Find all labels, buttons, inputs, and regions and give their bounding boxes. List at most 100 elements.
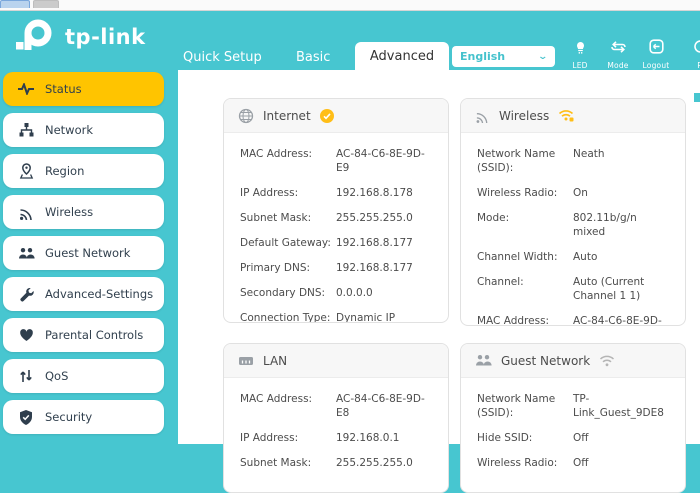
tp-link-logo: tp-link xyxy=(16,18,146,60)
reboot-icon xyxy=(693,39,700,58)
wireless-card-title: Wireless xyxy=(499,109,549,123)
wrench-icon xyxy=(17,285,35,303)
field-label: Connection Type: xyxy=(240,311,336,323)
wireless-card-rows: Network Name (SSID): Neath Wireless Radi… xyxy=(461,133,685,326)
status-row: IP Address: 192.168.8.178 xyxy=(240,186,434,200)
sidebar-item-security[interactable]: Security xyxy=(3,400,164,434)
field-label: IP Address: xyxy=(240,186,336,200)
arrows-up-down-icon xyxy=(17,367,35,385)
sidebar-item-guest-network[interactable]: Guest Network xyxy=(3,236,164,270)
tab-basic[interactable]: Basic xyxy=(296,50,330,65)
main-content-panel: Internet MAC Address: AC-84-C6-8E-9D-E9 … xyxy=(178,70,700,444)
field-value: 192.168.0.1 xyxy=(336,431,434,445)
sidebar-item-qos[interactable]: QoS xyxy=(3,359,164,393)
field-label: Subnet Mask: xyxy=(240,211,336,225)
sidebar-item-label: Parental Controls xyxy=(45,328,143,342)
sidebar-item-parental-controls[interactable]: Parental Controls xyxy=(3,318,164,352)
field-label: Primary DNS: xyxy=(240,261,336,275)
sidebar-item-label: Status xyxy=(45,82,82,96)
sidebar-item-label: Network xyxy=(45,123,93,137)
wifi-secured-icon xyxy=(558,109,574,122)
globe-icon xyxy=(238,108,254,124)
status-row: Default Gateway: 192.168.8.177 xyxy=(240,236,434,250)
wifi-icon xyxy=(475,109,490,123)
status-row: MAC Address: AC-84-C6-8E-9D-E8 xyxy=(240,392,434,420)
led-label: LED xyxy=(572,61,587,70)
status-row: Primary DNS: 192.168.8.177 xyxy=(240,261,434,275)
reboot-button[interactable]: R xyxy=(682,39,700,70)
status-row: Subnet Mask: 255.255.255.0 xyxy=(240,456,434,470)
mode-icon xyxy=(610,39,627,58)
lan-card-header: LAN xyxy=(224,344,448,378)
edge-artifact xyxy=(694,93,700,102)
map-pin-icon xyxy=(17,162,35,180)
wireless-status-card: Wireless Network Name (SSID): Neath Wi xyxy=(460,98,686,326)
field-value: 192.168.8.177 xyxy=(336,261,434,275)
field-value: 192.168.8.178 xyxy=(336,186,434,200)
field-value: 802.11b/g/n mixed xyxy=(573,211,671,239)
internet-card-title: Internet xyxy=(263,109,311,123)
logout-button[interactable]: Logout xyxy=(638,39,674,70)
language-value: English xyxy=(460,50,505,63)
field-value: AC-84-C6-8E-9D-E8 xyxy=(336,392,434,420)
field-value: AC-84-C6-8E-9D-E9 xyxy=(336,147,434,175)
field-value: AC-84-C6-8E-9D-E8 xyxy=(573,314,671,326)
browser-tab-fragment-active[interactable] xyxy=(0,0,30,8)
field-value: Off xyxy=(573,431,671,445)
lan-card-rows: MAC Address: AC-84-C6-8E-9D-E8 IP Addres… xyxy=(224,378,448,470)
sidebar-item-advanced-settings[interactable]: Advanced-Settings xyxy=(3,277,164,311)
shield-check-icon xyxy=(17,408,35,426)
status-row: Wireless Radio: Off xyxy=(477,456,671,470)
guest-network-status-card: Guest Network Network Name (SSID): TP-Li… xyxy=(460,343,686,493)
sidebar-item-label: Wireless xyxy=(45,205,93,219)
internet-card-rows: MAC Address: AC-84-C6-8E-9D-E9 IP Addres… xyxy=(224,133,448,323)
led-icon xyxy=(573,39,588,58)
sidebar-item-wireless[interactable]: Wireless xyxy=(3,195,164,229)
pulse-icon xyxy=(17,80,35,98)
field-value: Dynamic IP xyxy=(336,311,434,323)
internet-status-card: Internet MAC Address: AC-84-C6-8E-9D-E9 … xyxy=(223,98,449,323)
tab-quick-setup[interactable]: Quick Setup xyxy=(183,50,262,65)
field-value: Off xyxy=(573,456,671,470)
lan-status-card: LAN MAC Address: AC-84-C6-8E-9D-E8 IP Ad… xyxy=(223,343,449,493)
led-button[interactable]: LED xyxy=(562,39,598,70)
sidebar-item-status[interactable]: Status xyxy=(3,72,164,106)
heart-icon xyxy=(17,326,35,344)
field-label: Mode: xyxy=(477,211,573,239)
sidebar-item-network[interactable]: Network xyxy=(3,113,164,147)
field-label: IP Address: xyxy=(240,431,336,445)
guest-card-header: Guest Network xyxy=(461,344,685,378)
status-row: Channel Width: Auto xyxy=(477,250,671,264)
browser-edge-strip xyxy=(0,0,700,11)
field-value: 255.255.255.0 xyxy=(336,211,434,225)
tab-advanced[interactable]: Advanced xyxy=(355,42,449,70)
status-row: MAC Address: AC-84-C6-8E-9D-E8 xyxy=(477,314,671,326)
sidebar-item-region[interactable]: Region xyxy=(3,154,164,188)
logout-label: Logout xyxy=(643,61,670,70)
guest-users-icon xyxy=(17,244,35,262)
field-label: Wireless Radio: xyxy=(477,186,573,200)
guest-card-title: Guest Network xyxy=(501,354,590,368)
guest-card-rows: Network Name (SSID): TP-Link_Guest_9DE8 … xyxy=(461,378,685,470)
field-label: Wireless Radio: xyxy=(477,456,573,470)
wifi-grey-icon xyxy=(599,355,615,367)
status-row: Secondary DNS: 0.0.0.0 xyxy=(240,286,434,300)
wireless-card-header: Wireless xyxy=(461,99,685,133)
sidebar-item-label: Security xyxy=(45,410,92,424)
field-value: 0.0.0.0 xyxy=(336,286,434,300)
logout-icon xyxy=(649,39,664,58)
status-row: Network Name (SSID): Neath xyxy=(477,147,671,175)
language-select[interactable]: English ⌄ xyxy=(452,46,555,67)
field-label: Network Name (SSID): xyxy=(477,147,573,175)
status-row: Network Name (SSID): TP-Link_Guest_9DE8 xyxy=(477,392,671,420)
network-icon xyxy=(17,121,35,139)
status-row: Hide SSID: Off xyxy=(477,431,671,445)
status-row: Wireless Radio: On xyxy=(477,186,671,200)
field-label: Default Gateway: xyxy=(240,236,336,250)
router-admin-page: { "header": { "brand": "tp-link", "nav_t… xyxy=(0,0,700,444)
mode-label: Mode xyxy=(607,61,628,70)
browser-tab-fragment[interactable] xyxy=(33,0,59,8)
sidebar-item-label: Region xyxy=(45,164,84,178)
field-label: MAC Address: xyxy=(240,147,336,175)
mode-button[interactable]: Mode xyxy=(600,39,636,70)
